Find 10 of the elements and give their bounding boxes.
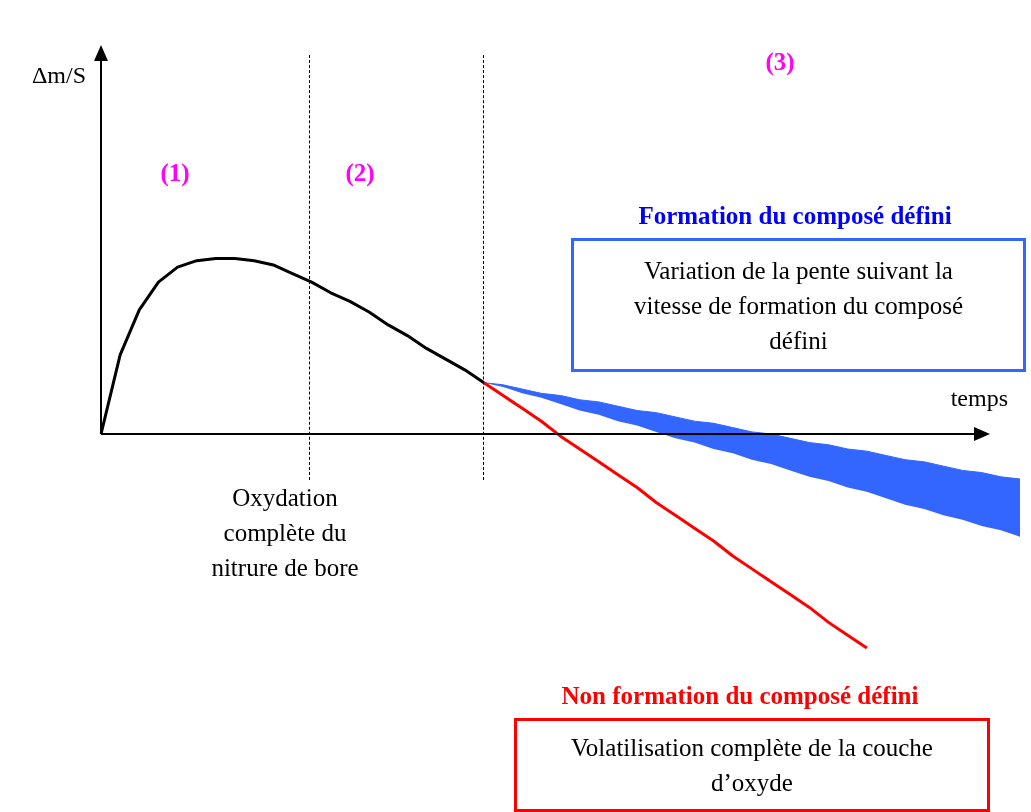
annotation: Variation de la pente suivant la vitesse de formation du composé défini bbox=[632, 255, 965, 356]
text: Volatilisation complète de la couche d’oxyde bbox=[570, 733, 934, 798]
text: Δm/S bbox=[31, 61, 87, 90]
text: Non formation du composé défini bbox=[561, 681, 919, 711]
text: (2) bbox=[345, 158, 375, 189]
annotation: Oxydation complète du nitrure de bore bbox=[210, 483, 360, 583]
text: (1) bbox=[160, 158, 190, 189]
x-axis-title: temps bbox=[950, 385, 1008, 412]
text: (3) bbox=[765, 47, 795, 78]
text: Formation du composé défini bbox=[638, 201, 952, 231]
